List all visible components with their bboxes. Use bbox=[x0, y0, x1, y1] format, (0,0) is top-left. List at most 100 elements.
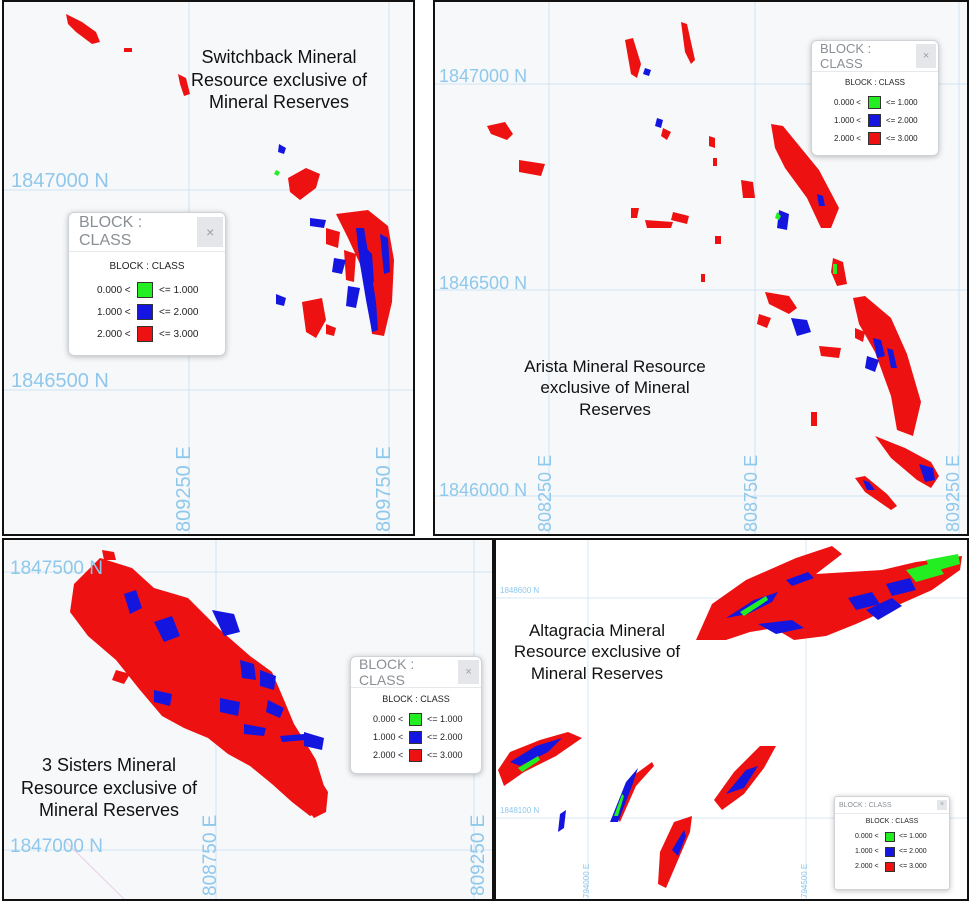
legend-swatch-red bbox=[409, 748, 422, 762]
legend-row-class-3: 2.000 < <= 3.000 bbox=[855, 859, 949, 874]
switchback-title: Switchback Mineral Resource exclusive of… bbox=[190, 47, 368, 112]
legend-subtitle: BLOCK : CLASS bbox=[382, 694, 450, 704]
legend-row-class-2: 1.000 < <= 2.000 bbox=[834, 111, 938, 129]
legend-row-class-2: 1.000 < <= 2.000 bbox=[855, 844, 949, 859]
legend-row-class-3: 2.000 < <= 3.000 bbox=[834, 129, 938, 147]
three-sisters-northing-label-2: 1847000 N bbox=[10, 836, 103, 857]
legend-low-2: 1.000 < bbox=[97, 306, 131, 318]
legend-close-button[interactable]: × bbox=[937, 800, 947, 810]
legend-low-1: 0.000 < bbox=[97, 284, 131, 296]
legend-low-1: 0.000 < bbox=[834, 97, 861, 107]
arista-legend: BLOCK : CLASS × BLOCK : CLASS 0.000 < <=… bbox=[811, 40, 939, 156]
switchback-northing-label-1: 1847000 N bbox=[11, 170, 109, 192]
legend-high-1: <= 1.000 bbox=[427, 714, 463, 724]
legend-header-title: BLOCK : CLASS bbox=[359, 656, 415, 688]
arista-northing-label-3: 1846000 N bbox=[439, 480, 528, 500]
legend-low-3: 2.000 < bbox=[97, 328, 131, 340]
arista-easting-label-2: 808750 E bbox=[741, 454, 761, 532]
legend-swatch-green bbox=[868, 95, 881, 109]
three-sisters-easting-label-1: 808750 E bbox=[200, 814, 221, 896]
legend-swatch-blue bbox=[868, 113, 881, 127]
arista-map-panel: Arista Mineral Resource exclusive of Min… bbox=[433, 0, 969, 536]
legend-high-3: <= 3.000 bbox=[427, 750, 463, 760]
legend-high-3: <= 3.000 bbox=[886, 133, 918, 143]
legend-row-class-3: 2.000 < <= 3.000 bbox=[97, 323, 225, 345]
switchback-map-panel: Switchback Mineral Resource exclusive of… bbox=[2, 0, 415, 536]
legend-header-title: BLOCK : CLASS bbox=[820, 41, 872, 71]
legend-high-2: <= 2.000 bbox=[427, 732, 463, 742]
legend-close-button[interactable]: × bbox=[197, 217, 223, 247]
legend-header: BLOCK : CLASS × bbox=[69, 213, 225, 252]
legend-row-class-3: 2.000 < <= 3.000 bbox=[373, 746, 481, 764]
legend-high-1: <= 1.000 bbox=[159, 284, 199, 296]
three-sisters-title: 3 Sisters Mineral Resource exclusive of … bbox=[20, 755, 198, 820]
legend-row-class-2: 1.000 < <= 2.000 bbox=[373, 728, 481, 746]
legend-subtitle: BLOCK : CLASS bbox=[109, 261, 185, 272]
legend-low-1: 0.000 < bbox=[855, 833, 879, 840]
legend-low-1: 0.000 < bbox=[373, 714, 404, 724]
arista-northing-label-2: 1846500 N bbox=[439, 273, 528, 293]
legend-high-1: <= 1.000 bbox=[899, 833, 927, 840]
altagracia-map-panel: Altagracia Mineral Resource exclusive of… bbox=[494, 538, 969, 901]
legend-swatch-blue bbox=[409, 730, 422, 744]
legend-swatch-green bbox=[409, 712, 422, 726]
legend-high-3: <= 3.000 bbox=[899, 863, 927, 870]
legend-swatch-blue bbox=[885, 846, 895, 857]
switchback-easting-label-2: 809750 E bbox=[373, 446, 395, 532]
altagracia-northing-label-1: 1848600 N bbox=[500, 586, 540, 595]
legend-close-button[interactable]: × bbox=[458, 660, 479, 684]
legend-header: BLOCK : CLASS × bbox=[351, 656, 481, 688]
switchback-northing-label-2: 1846500 N bbox=[11, 370, 109, 392]
altagracia-easting-label-2: 794500 E bbox=[800, 863, 809, 898]
legend-row-class-1: 0.000 < <= 1.000 bbox=[373, 710, 481, 728]
altagracia-title: Altagracia Mineral Resource exclusive of… bbox=[513, 621, 681, 683]
legend-swatch-green bbox=[885, 831, 895, 842]
switchback-legend: BLOCK : CLASS × BLOCK : CLASS 0.000 < <=… bbox=[68, 212, 226, 356]
legend-low-3: 2.000 < bbox=[373, 750, 404, 760]
altagracia-block-model bbox=[498, 546, 962, 888]
three-sisters-northing-label-1: 1847500 N bbox=[10, 558, 103, 579]
legend-low-2: 1.000 < bbox=[373, 732, 404, 742]
legend-low-3: 2.000 < bbox=[834, 133, 861, 143]
switchback-map-canvas bbox=[4, 2, 413, 534]
altagracia-northing-label-2: 1848100 N bbox=[500, 806, 540, 815]
altagracia-legend: BLOCK : CLASS × BLOCK : CLASS 0.000 < <=… bbox=[834, 796, 950, 890]
arista-easting-label-3: 809250 E bbox=[943, 454, 963, 532]
legend-swatch-red bbox=[137, 326, 153, 342]
legend-row-class-1: 0.000 < <= 1.000 bbox=[97, 279, 225, 301]
altagracia-map-canvas bbox=[496, 540, 967, 899]
switchback-block-model bbox=[66, 14, 394, 338]
legend-close-button[interactable]: × bbox=[916, 44, 936, 68]
legend-row-class-1: 0.000 < <= 1.000 bbox=[855, 829, 949, 844]
arista-map-canvas bbox=[435, 2, 967, 534]
legend-swatch-blue bbox=[137, 304, 153, 320]
legend-low-2: 1.000 < bbox=[834, 115, 861, 125]
legend-header: BLOCK : CLASS × bbox=[812, 41, 938, 72]
legend-swatch-red bbox=[868, 131, 881, 145]
legend-row-class-1: 0.000 < <= 1.000 bbox=[834, 93, 938, 111]
arista-easting-label-1: 808250 E bbox=[535, 454, 555, 532]
three-sisters-block-model bbox=[70, 550, 328, 818]
switchback-easting-label-1: 809250 E bbox=[173, 446, 195, 532]
altagracia-easting-label-1: 794000 E bbox=[582, 863, 591, 898]
legend-high-3: <= 3.000 bbox=[159, 328, 199, 340]
three-sisters-legend: BLOCK : CLASS × BLOCK : CLASS 0.000 < <=… bbox=[350, 656, 482, 774]
legend-row-class-2: 1.000 < <= 2.000 bbox=[97, 301, 225, 323]
legend-low-3: 2.000 < bbox=[855, 863, 879, 870]
arista-block-model bbox=[487, 22, 939, 510]
three-sisters-easting-label-2: 809250 E bbox=[468, 814, 489, 896]
legend-header-title: BLOCK : CLASS bbox=[839, 801, 892, 809]
legend-swatch-red bbox=[885, 861, 895, 872]
legend-high-2: <= 2.000 bbox=[899, 848, 927, 855]
arista-title: Arista Mineral Resource exclusive of Min… bbox=[524, 357, 706, 419]
three-sisters-map-panel: 3 Sisters Mineral Resource exclusive of … bbox=[2, 538, 494, 901]
legend-low-2: 1.000 < bbox=[855, 848, 879, 855]
arista-northing-label-1: 1847000 N bbox=[439, 66, 528, 86]
legend-high-2: <= 2.000 bbox=[159, 306, 199, 318]
legend-subtitle: BLOCK : CLASS bbox=[844, 78, 906, 87]
pink-boundary-line bbox=[63, 839, 125, 899]
legend-high-2: <= 2.000 bbox=[886, 115, 918, 125]
legend-swatch-green bbox=[137, 282, 153, 298]
legend-subtitle: BLOCK : CLASS bbox=[865, 818, 919, 825]
legend-header: BLOCK : CLASS × bbox=[835, 797, 949, 814]
